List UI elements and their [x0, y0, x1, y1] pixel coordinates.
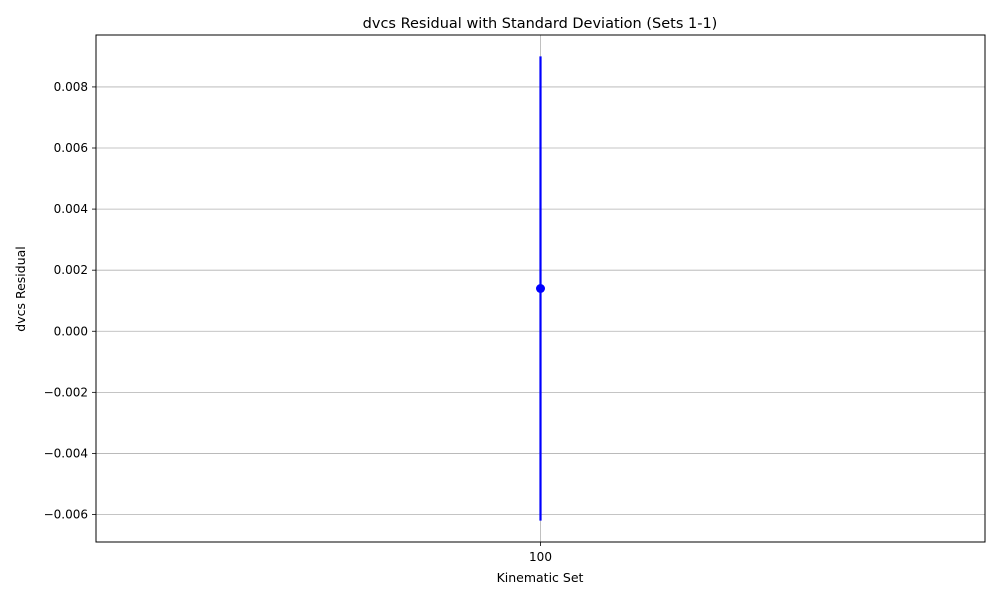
chart-title: dvcs Residual with Standard Deviation (S… — [363, 16, 718, 32]
x-tick-label: 100 — [529, 550, 552, 564]
y-axis-ticks: 0.008 0.006 0.004 0.002 0.000 −0.002 −0.004 −0.… — [44, 80, 96, 522]
y-tick-label: −0.002 — [44, 385, 88, 399]
y-tick-label: 0.002 — [54, 263, 88, 277]
y-tick-label: 0.008 — [54, 80, 88, 94]
y-tick-label: 0.000 — [54, 324, 88, 338]
y-tick-label: −0.004 — [44, 446, 88, 460]
y-tick-label: 0.006 — [54, 141, 88, 155]
x-axis-label: Kinematic Set — [497, 570, 584, 585]
data-point — [536, 284, 545, 293]
y-tick-label: −0.006 — [44, 508, 88, 522]
x-axis-ticks: 100 — [529, 542, 552, 564]
y-tick-label: 0.004 — [54, 202, 88, 216]
y-axis-label: dvcs Residual — [13, 246, 28, 331]
data-series — [536, 56, 545, 521]
